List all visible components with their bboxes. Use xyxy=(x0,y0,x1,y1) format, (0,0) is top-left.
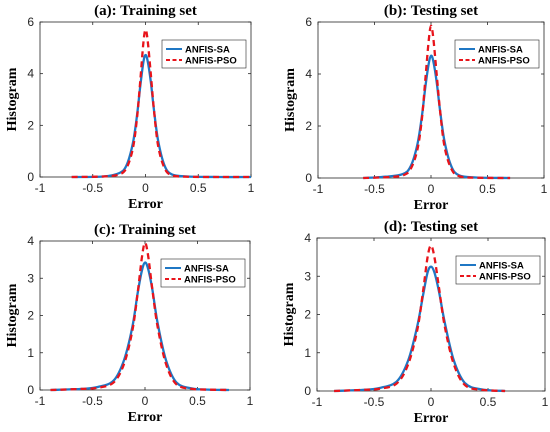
x-tick-label: -1 xyxy=(35,394,46,408)
y-tick-label: 4 xyxy=(304,231,311,245)
y-tick-label: 3 xyxy=(27,271,34,285)
x-tick-label: -0.5 xyxy=(364,182,385,196)
legend-label: ANFIS-PSO xyxy=(184,275,236,286)
chart-title: (b): Testing set xyxy=(384,3,478,19)
legend-label: ANFIS-SA xyxy=(184,264,229,275)
y-tick-label: 1 xyxy=(304,346,311,360)
y-tick-label: 2 xyxy=(305,119,312,133)
legend-label: ANFIS-PSO xyxy=(478,56,530,67)
y-tick-label: 0 xyxy=(27,383,34,397)
x-tick-label: 0 xyxy=(428,395,435,409)
y-tick-label: 2 xyxy=(27,118,34,132)
x-tick-label: -1 xyxy=(35,181,46,195)
x-tick-label: 0 xyxy=(428,182,435,196)
y-tick-label: 1 xyxy=(27,346,34,360)
x-tick-label: -0.5 xyxy=(364,395,385,409)
y-axis-label: Histogram xyxy=(5,67,20,131)
series-line-anfis-sa xyxy=(50,261,230,392)
y-tick-label: 6 xyxy=(27,15,34,29)
y-tick-label: 6 xyxy=(305,15,312,29)
x-axis-label: Error xyxy=(414,411,449,426)
x-tick-label: -0.5 xyxy=(82,181,103,195)
chart-title: (a): Training set xyxy=(94,3,197,19)
y-tick-label: 2 xyxy=(27,309,34,323)
legend-label: ANFIS-SA xyxy=(185,45,230,56)
x-tick-label: 0 xyxy=(142,181,149,195)
chart-title: (c): Training set xyxy=(94,222,196,238)
x-tick-label: 0.5 xyxy=(479,182,496,196)
x-tick-label: 0.5 xyxy=(480,395,497,409)
x-tick-label: 1 xyxy=(247,394,254,408)
legend-label: ANFIS-SA xyxy=(479,261,524,272)
legend-label: ANFIS-PSO xyxy=(479,272,531,283)
series-line-anfis-pso xyxy=(363,24,511,180)
y-tick-label: 0 xyxy=(304,384,311,398)
y-tick-label: 2 xyxy=(304,308,311,322)
legend-box xyxy=(455,255,541,285)
x-axis-label: Error xyxy=(414,198,449,213)
x-tick-label: 1 xyxy=(248,181,255,195)
series-line-anfis-pso xyxy=(71,28,252,179)
y-tick-label: 4 xyxy=(27,67,34,81)
chart-title: (d): Testing set xyxy=(384,219,478,235)
y-axis-label: Histogram xyxy=(283,68,298,132)
x-tick-label: 0.5 xyxy=(189,394,206,408)
x-axis-label: Error xyxy=(128,197,163,212)
y-axis-label: Histogram xyxy=(5,283,20,347)
y-tick-label: 4 xyxy=(305,67,312,81)
y-tick-label: 4 xyxy=(27,234,34,248)
legend-box xyxy=(161,39,247,69)
y-tick-label: 0 xyxy=(27,170,34,184)
series-line-anfis-pso xyxy=(50,241,230,392)
x-tick-label: -1 xyxy=(313,182,324,196)
y-axis-label: Histogram xyxy=(282,282,297,346)
y-tick-label: 3 xyxy=(304,269,311,283)
x-tick-label: 1 xyxy=(542,395,549,409)
x-axis-label: Error xyxy=(128,410,163,425)
legend-box xyxy=(454,39,540,69)
x-tick-label: 1 xyxy=(541,182,548,196)
x-tick-label: 0 xyxy=(142,394,149,408)
series-line-anfis-sa xyxy=(334,265,506,393)
legend-box xyxy=(160,258,246,288)
x-tick-label: -0.5 xyxy=(82,394,103,408)
y-tick-label: 0 xyxy=(305,171,312,185)
x-tick-label: 0.5 xyxy=(190,181,207,195)
series-line-anfis-sa xyxy=(71,53,252,179)
legend-label: ANFIS-PSO xyxy=(185,56,237,67)
series-line-anfis-pso xyxy=(334,244,506,393)
legend-label: ANFIS-SA xyxy=(478,45,523,56)
x-tick-label: -1 xyxy=(312,395,323,409)
